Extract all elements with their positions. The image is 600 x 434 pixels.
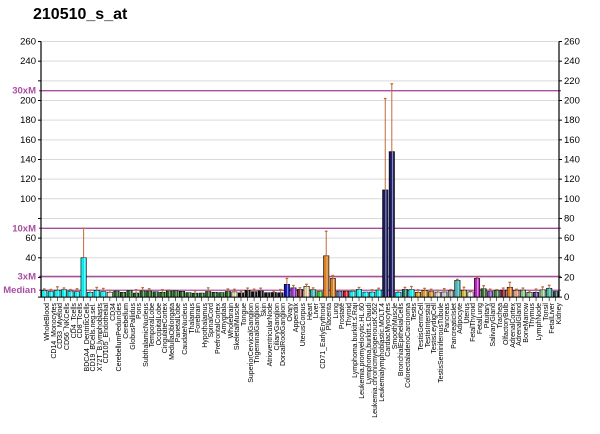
- svg-text:40: 40: [564, 253, 575, 264]
- svg-text:240: 240: [564, 56, 580, 67]
- svg-text:180: 180: [20, 115, 36, 126]
- svg-text:80: 80: [564, 213, 575, 224]
- svg-text:200: 200: [20, 96, 36, 107]
- svg-text:60: 60: [25, 233, 36, 244]
- svg-text:220: 220: [564, 76, 580, 87]
- svg-text:240: 240: [20, 56, 36, 67]
- svg-text:140: 140: [564, 154, 580, 165]
- svg-text:260: 260: [564, 37, 580, 48]
- svg-text:Median: Median: [3, 285, 36, 296]
- svg-text:0: 0: [564, 292, 569, 303]
- svg-text:100: 100: [564, 194, 580, 205]
- svg-text:60: 60: [564, 233, 575, 244]
- svg-text:100: 100: [20, 194, 36, 205]
- svg-text:120: 120: [20, 174, 36, 185]
- svg-text:260: 260: [20, 37, 36, 48]
- svg-text:40: 40: [25, 253, 36, 264]
- svg-text:160: 160: [564, 135, 580, 146]
- svg-text:160: 160: [20, 135, 36, 146]
- svg-text:200: 200: [564, 96, 580, 107]
- svg-text:10xM: 10xM: [12, 223, 36, 234]
- svg-text:180: 180: [564, 115, 580, 126]
- svg-text:140: 140: [20, 154, 36, 165]
- svg-text:120: 120: [564, 174, 580, 185]
- svg-text:3xM: 3xM: [18, 271, 37, 282]
- svg-text:30xM: 30xM: [12, 86, 36, 97]
- svg-text:20: 20: [564, 272, 575, 283]
